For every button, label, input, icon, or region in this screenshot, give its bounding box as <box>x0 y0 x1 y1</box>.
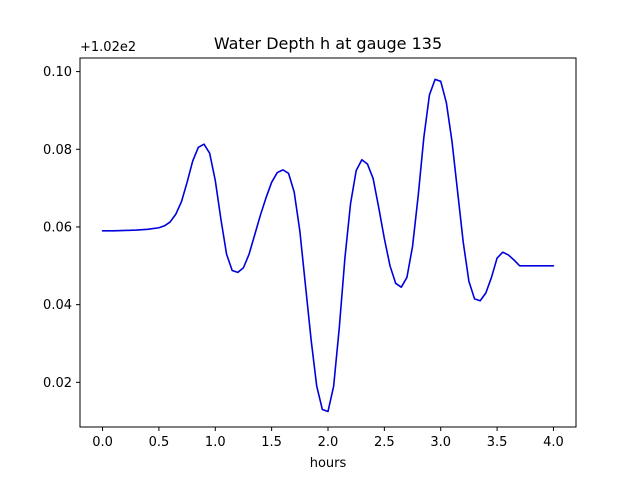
series-line-0 <box>101 78 555 413</box>
x-tick-label: 0.0 <box>92 435 113 450</box>
x-tick-label: 3.0 <box>430 435 451 450</box>
x-tick-label: 3.5 <box>487 435 508 450</box>
x-axis-label: hours <box>310 456 347 471</box>
y-axis-offset-label: +1.02e2 <box>80 40 136 55</box>
x-tick-label: 1.0 <box>205 435 226 450</box>
y-tick-label: 0.08 <box>43 143 72 158</box>
y-tick-label: 0.06 <box>43 220 72 235</box>
chart-title: Water Depth h at gauge 135 <box>214 34 442 53</box>
plot-area <box>79 57 577 428</box>
y-tick-label: 0.04 <box>43 298 72 313</box>
x-tick-label: 4.0 <box>543 435 564 450</box>
x-tick-label: 0.5 <box>149 435 170 450</box>
axes-frame <box>79 57 577 428</box>
y-tick-label: 0.02 <box>43 376 72 391</box>
x-tick-label: 2.5 <box>374 435 395 450</box>
y-tick-label: 0.10 <box>43 65 72 80</box>
x-tick-label: 1.5 <box>261 435 282 450</box>
axis-ticks: 0.0 0.5 1.0 1.5 2.0 2.5 3.0 3.5 4.0 0.02 0.04 0.06 0… <box>43 65 564 450</box>
x-tick-label: 2.0 <box>318 435 339 450</box>
